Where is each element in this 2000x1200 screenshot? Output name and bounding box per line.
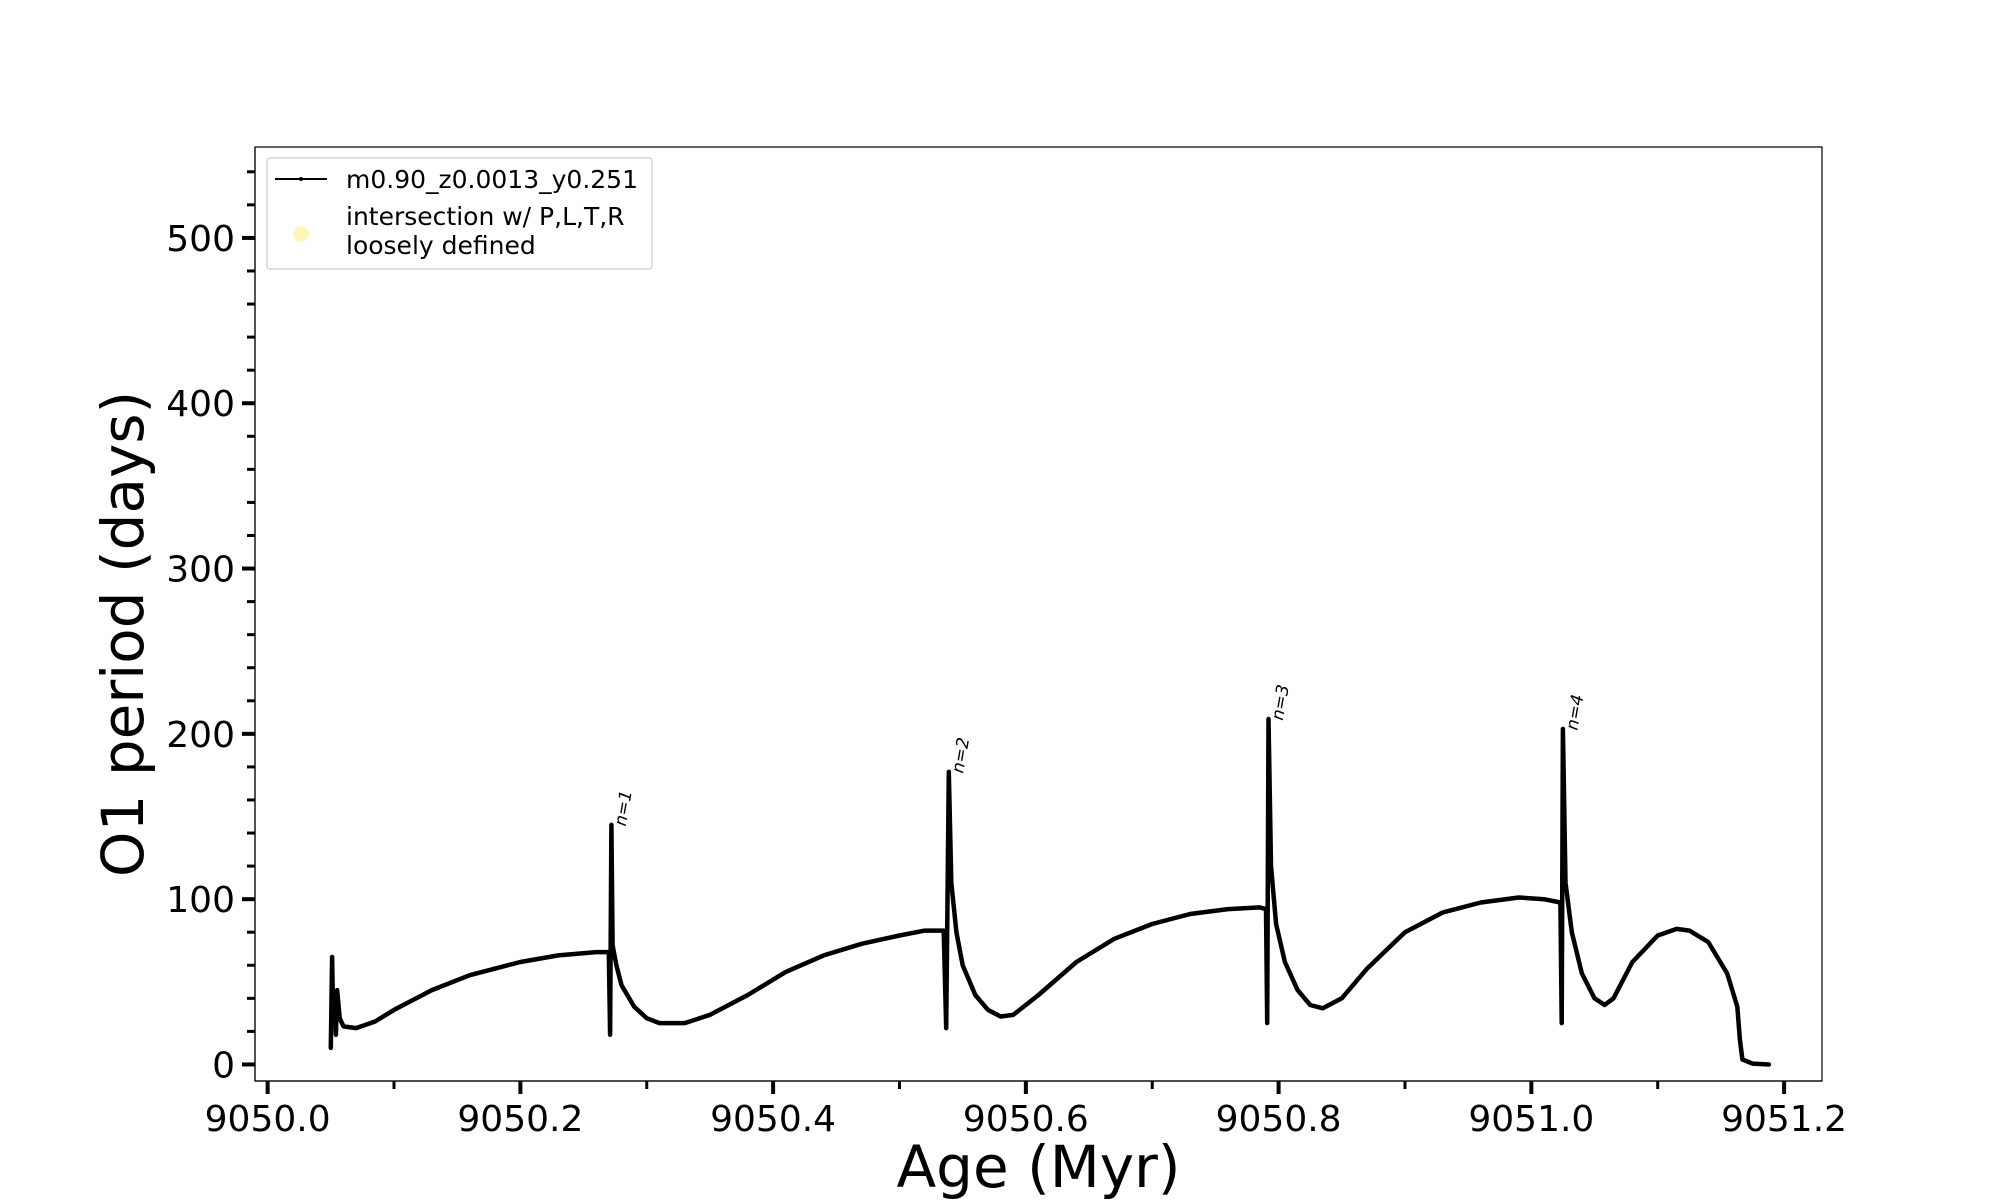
y-tick-label: 500: [166, 219, 235, 260]
y-axis-label: O1 period (days): [89, 391, 157, 877]
y-tick-label: 200: [166, 715, 235, 756]
x-tick-label: 9050.0: [205, 1099, 331, 1140]
legend-circle-swatch: [293, 226, 309, 242]
y-axis: 0 100 200 300 400 500: [166, 147, 256, 1086]
y-tick-label: 300: [166, 550, 235, 591]
x-tick-label: 9050.4: [710, 1099, 836, 1140]
legend-entry-label: intersection w/ P,L,T,R loosely defined: [346, 202, 625, 260]
series-line: [328, 716, 1772, 1067]
legend-point-swatch: [299, 177, 303, 181]
x-tick-label: 9050.2: [457, 1099, 583, 1140]
legend: m0.90_z0.0013_y0.251 intersection w/ P,L,…: [266, 157, 653, 270]
y-tick-label: 100: [166, 880, 235, 921]
x-tick-label: 9051.0: [1468, 1099, 1594, 1140]
x-tick-label: 9050.6: [963, 1099, 1089, 1140]
x-tick-label: 9051.2: [1721, 1099, 1847, 1140]
legend-box: [266, 157, 653, 270]
y-tick-label: 0: [212, 1045, 235, 1086]
y-tick-label: 400: [166, 384, 235, 425]
plot-content: n=1n=2n=3 n=4: [328, 683, 1772, 1067]
x-tick-label: 9050.8: [1216, 1099, 1342, 1140]
x-axis-label: Age (Myr): [896, 1133, 1180, 1200]
x-axis: 9050.0 9050.2 9050.4 9050.6 9050.8 9051.0 9051…: [205, 1080, 1847, 1140]
legend-entry-label: m0.90_z0.0013_y0.251: [346, 165, 638, 194]
